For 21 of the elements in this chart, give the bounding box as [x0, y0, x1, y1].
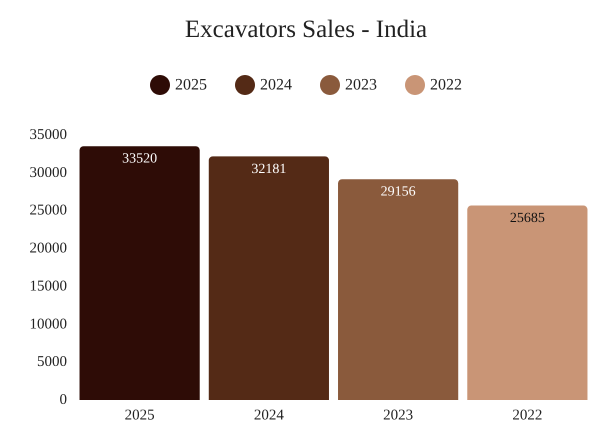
data-label: 33520: [122, 152, 158, 167]
y-tick-label: 10000: [30, 316, 67, 332]
y-tick-label: 0: [60, 392, 67, 408]
x-tick-label: 2023: [383, 408, 414, 424]
x-tick-label: 2024: [254, 408, 284, 424]
x-tick-label: 2022: [512, 408, 542, 424]
y-tick-label: 5000: [37, 354, 67, 370]
data-label: 29156: [380, 184, 416, 200]
data-label: 25685: [510, 211, 545, 226]
data-label: 32181: [251, 162, 286, 177]
legend-label: 2024: [260, 76, 292, 94]
legend-label: 2025: [175, 76, 207, 94]
y-tick-label: 25000: [30, 202, 67, 219]
y-tick-label: 35000: [30, 127, 67, 143]
x-tick-label: 2025: [124, 408, 155, 424]
y-tick-label: 20000: [30, 240, 67, 257]
legend-label: 2023: [345, 76, 377, 94]
chart-title: Excavators Sales - India: [184, 16, 428, 43]
legend-label: 2022: [430, 76, 462, 94]
y-tick-label: 15000: [30, 278, 67, 294]
y-tick-label: 30000: [30, 164, 67, 181]
